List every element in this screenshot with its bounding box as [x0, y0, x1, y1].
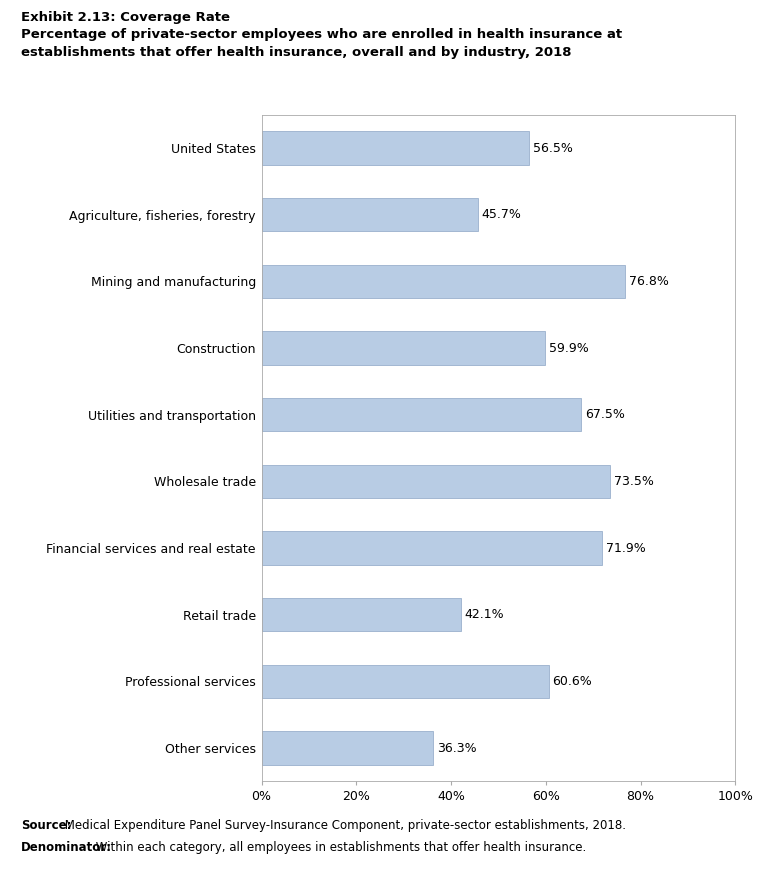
Bar: [262, 598, 461, 631]
Bar: [262, 331, 545, 365]
Text: 56.5%: 56.5%: [533, 141, 573, 155]
Text: 59.9%: 59.9%: [549, 342, 589, 355]
Bar: [262, 198, 478, 231]
Text: Denominator:: Denominator:: [21, 841, 112, 854]
Text: Percentage of private-sector employees who are enrolled in health insurance at
e: Percentage of private-sector employees w…: [21, 28, 622, 59]
Bar: [262, 665, 549, 698]
Text: 76.8%: 76.8%: [629, 275, 669, 288]
Text: 67.5%: 67.5%: [585, 408, 625, 421]
Text: 71.9%: 71.9%: [606, 541, 646, 555]
Text: 42.1%: 42.1%: [465, 608, 504, 622]
Bar: [262, 731, 434, 765]
Text: 45.7%: 45.7%: [482, 208, 522, 222]
Text: 60.6%: 60.6%: [553, 675, 592, 688]
Bar: [262, 132, 529, 165]
Text: 36.3%: 36.3%: [437, 742, 477, 755]
Bar: [262, 398, 581, 432]
Text: 73.5%: 73.5%: [613, 475, 653, 488]
Text: Medical Expenditure Panel Survey-Insurance Component, private-sector establishme: Medical Expenditure Panel Survey-Insuran…: [61, 819, 625, 833]
Bar: [262, 464, 609, 498]
Text: Exhibit 2.13: Coverage Rate: Exhibit 2.13: Coverage Rate: [21, 11, 230, 25]
Text: Within each category, all employees in establishments that offer health insuranc: Within each category, all employees in e…: [92, 841, 587, 854]
Text: Source:: Source:: [21, 819, 72, 833]
Bar: [262, 265, 625, 298]
Bar: [262, 532, 602, 565]
